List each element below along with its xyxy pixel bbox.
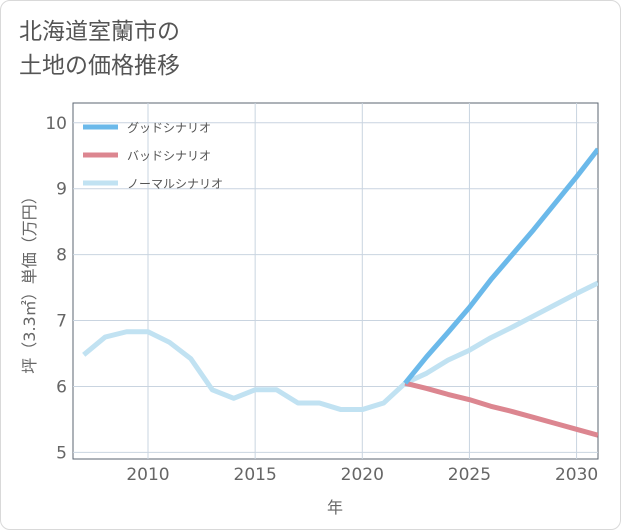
y-tick-label-6: 6 [56, 377, 67, 397]
chart-title: 北海道室蘭市の 土地の価格推移 [19, 15, 180, 83]
y-tick-label-5: 5 [56, 443, 67, 463]
x-tick-label-2020: 2020 [341, 465, 384, 485]
x-tick-label-2025: 2025 [448, 465, 491, 485]
y-tick-label-8: 8 [56, 246, 67, 266]
y-axis-label: 坪（3.3㎡）単価（万円） [20, 188, 39, 373]
series-lines [82, 147, 598, 438]
legend-label-2: ノーマルシナリオ [127, 177, 223, 191]
plot-area [72, 102, 599, 460]
legend-label-0: グッドシナリオ [127, 121, 211, 135]
title-line-2: 土地の価格推移 [19, 53, 180, 79]
x-tick-label-2010: 2010 [126, 465, 169, 485]
grid-lines [73, 103, 598, 459]
axis-ticks: 2010 2015 2020 2025 2030 5 6 7 8 9 10 [45, 114, 598, 485]
y-tick-label-7: 7 [56, 312, 67, 332]
x-tick-label-2015: 2015 [234, 465, 277, 485]
y-tick-label-9: 9 [56, 180, 67, 200]
series-line-1 [404, 380, 598, 438]
title-line-1: 北海道室蘭市の [19, 19, 180, 45]
y-tick-label-10: 10 [45, 114, 67, 134]
series-line-2 [82, 280, 598, 413]
series-line-0 [403, 147, 598, 385]
x-axis-label: 年 [327, 498, 343, 517]
x-tick-label-2030: 2030 [555, 465, 598, 485]
legend-label-1: バッドシナリオ [127, 149, 211, 163]
